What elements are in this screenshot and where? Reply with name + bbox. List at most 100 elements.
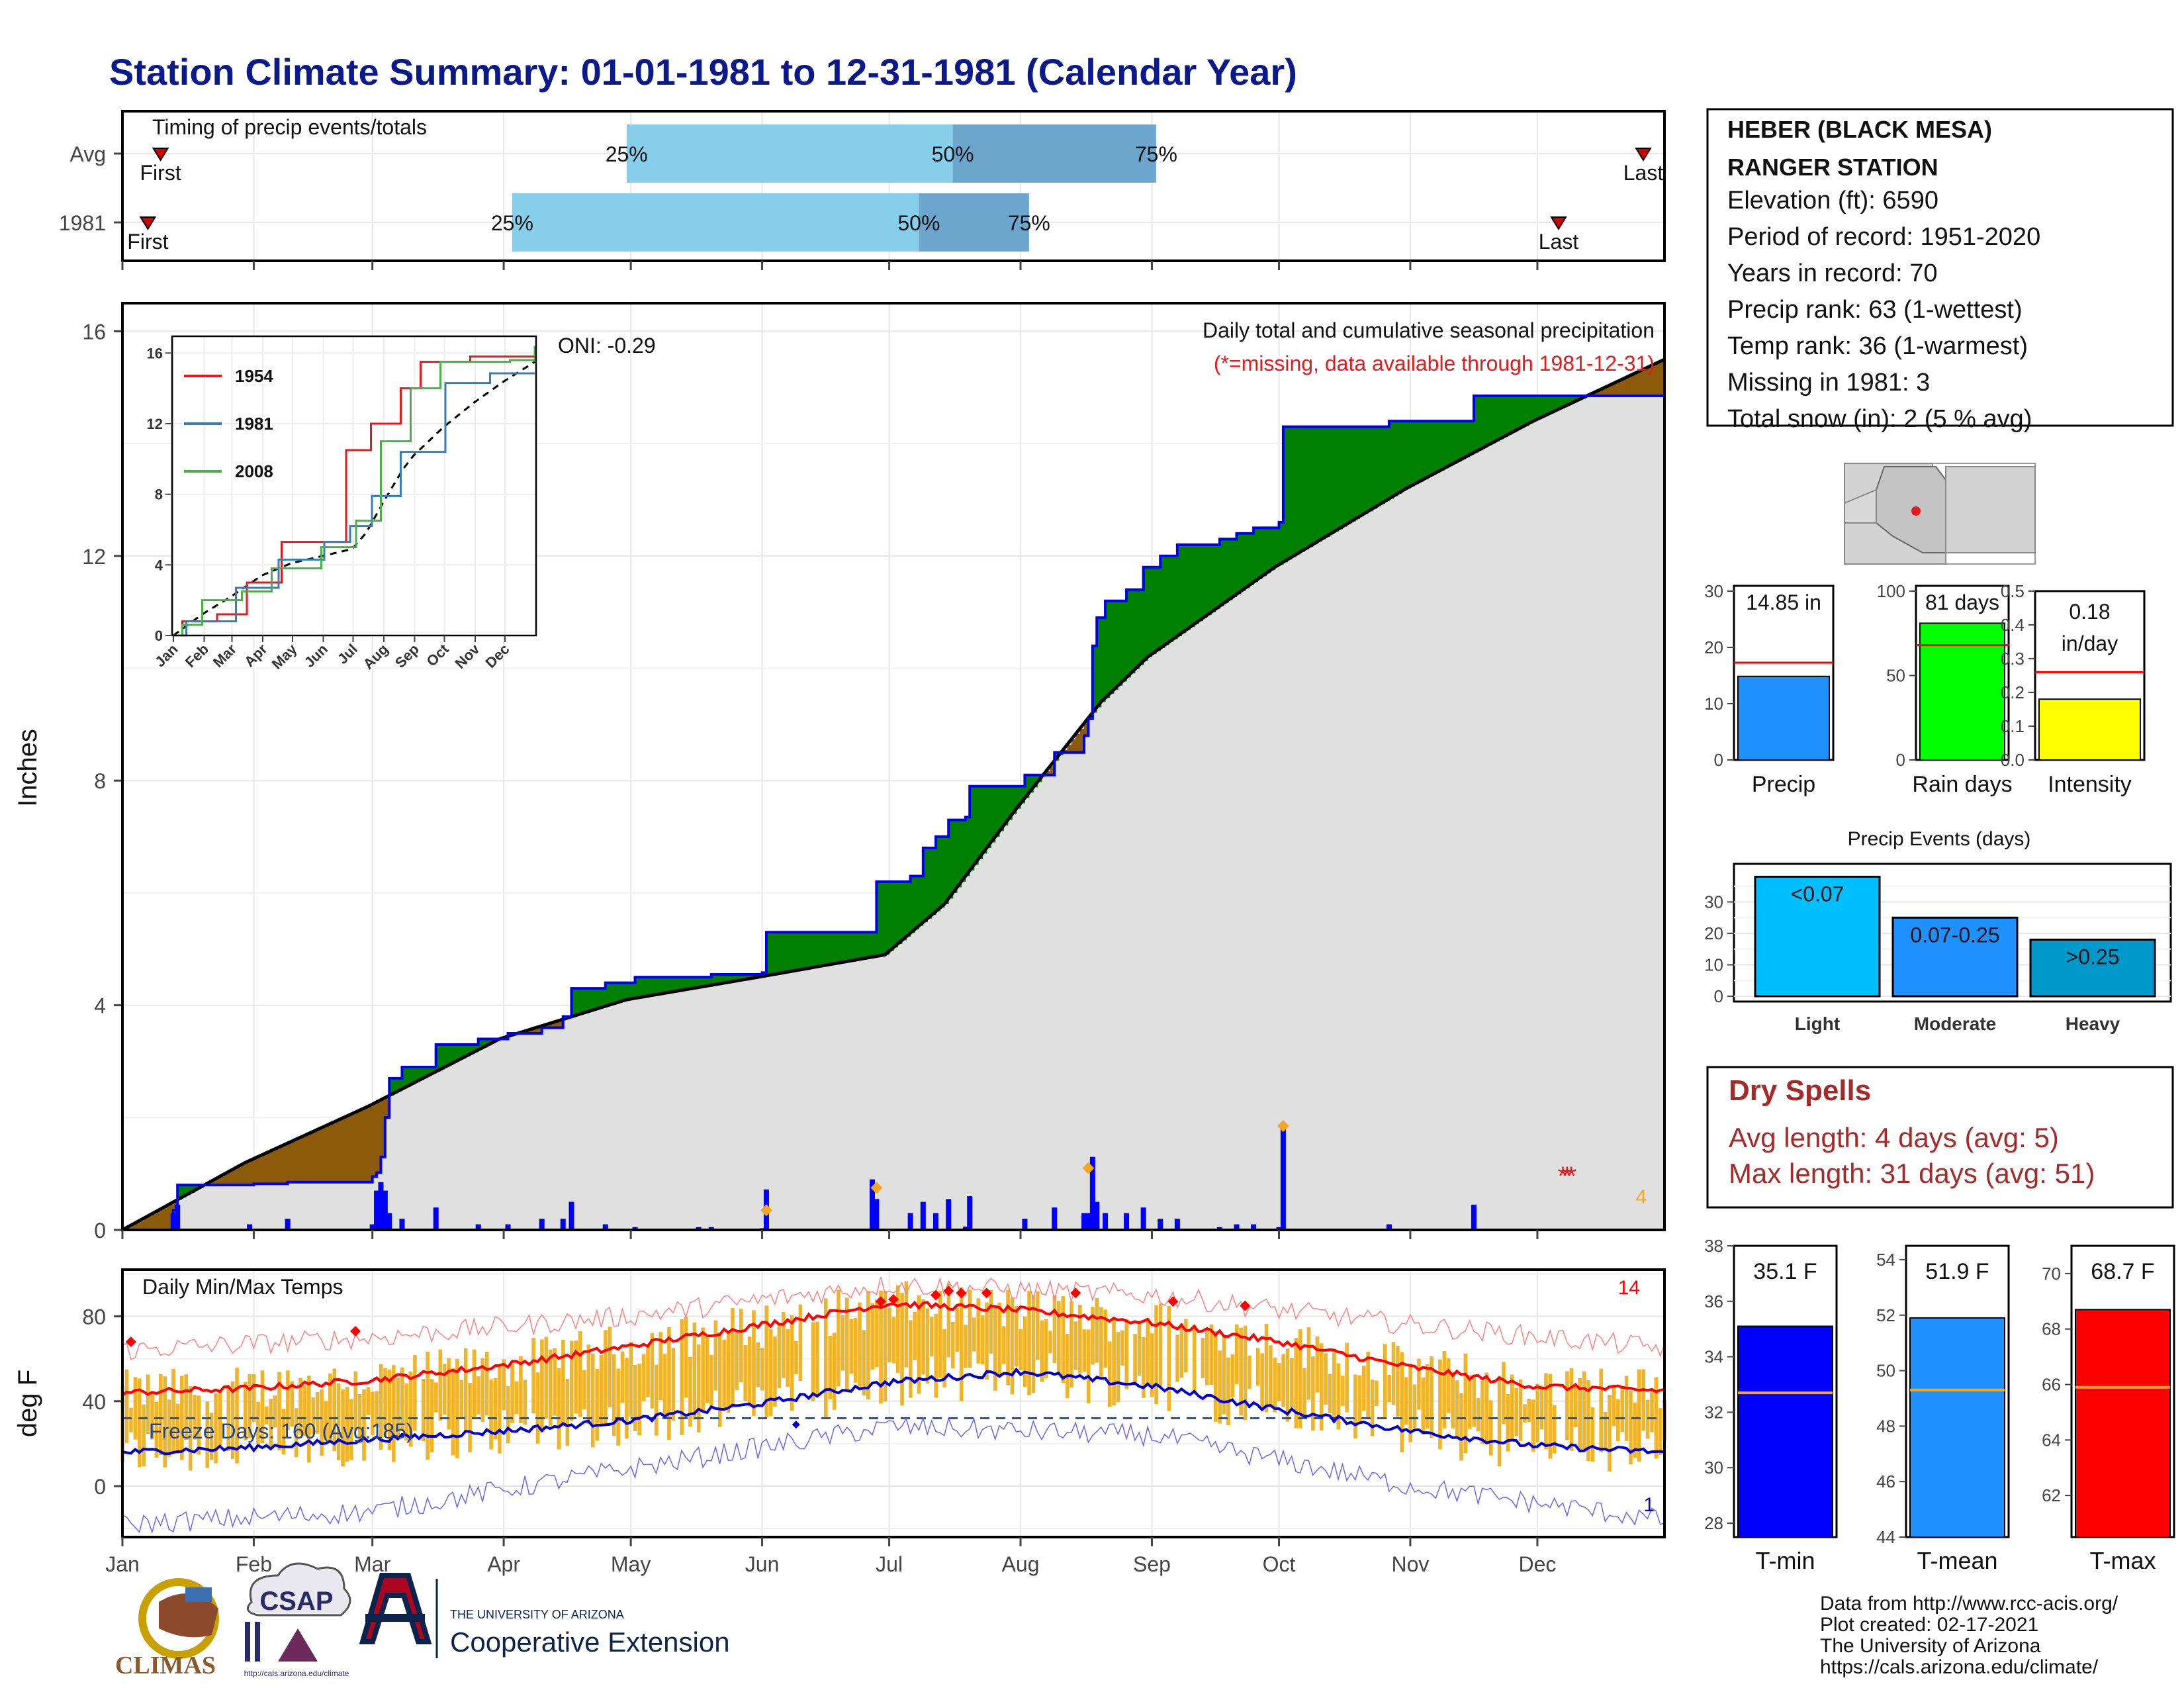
daily-temp-bar bbox=[1205, 1327, 1209, 1385]
events-bar-range: >0.25 bbox=[2066, 945, 2120, 969]
summary-value: 81 days bbox=[1925, 590, 1999, 614]
station-temp-rank: Temp rank: 36 (1-warmest) bbox=[1727, 332, 2028, 360]
surplus-area bbox=[876, 881, 882, 957]
daily-temp-bar bbox=[1658, 1408, 1662, 1456]
surplus-area bbox=[1113, 600, 1118, 690]
daily-temp-bar bbox=[472, 1349, 477, 1418]
record-high-marker bbox=[1240, 1300, 1251, 1311]
surplus-area bbox=[1516, 396, 1521, 430]
daily-temp-bar bbox=[565, 1378, 570, 1446]
daily-temp-bar bbox=[925, 1308, 930, 1384]
summary-precip: 0 10 20 30 14.85 in Precip bbox=[1704, 581, 1835, 797]
deficit-area bbox=[1621, 379, 1627, 396]
dry-title: Dry Spells bbox=[1729, 1074, 1871, 1107]
temp-ylabel: deg F bbox=[13, 1370, 42, 1437]
daily-precip-bar bbox=[382, 1190, 388, 1230]
summary-raindays: 0 50 100 81 days Rain days bbox=[1877, 581, 2013, 797]
surplus-area bbox=[1346, 426, 1351, 524]
summary-label: Rain days bbox=[1912, 772, 2012, 797]
daily-temp-bar bbox=[379, 1364, 383, 1450]
daily-temp-bar bbox=[828, 1335, 832, 1399]
daily-temp-bar bbox=[1082, 1329, 1087, 1372]
missing-day-marker: * bbox=[1558, 1162, 1569, 1191]
deficit-area bbox=[359, 1110, 365, 1182]
first-event-marker bbox=[152, 148, 169, 162]
daily-temp-bar bbox=[1044, 1319, 1048, 1379]
precip-ytick-label: 4 bbox=[94, 994, 106, 1018]
deficit-area bbox=[377, 1102, 382, 1173]
temp-summary-ytick-label: 36 bbox=[1704, 1291, 1723, 1311]
daily-temp-bar bbox=[535, 1372, 540, 1444]
daily-temp-bar bbox=[1514, 1387, 1518, 1436]
surplus-area bbox=[652, 977, 657, 996]
daily-temp-bar bbox=[1438, 1359, 1442, 1450]
daily-temp-bar bbox=[1133, 1334, 1137, 1385]
timing-bar-50-75 bbox=[919, 193, 1029, 252]
daily-temp-bar bbox=[1298, 1329, 1302, 1429]
daily-temp-bar bbox=[879, 1290, 883, 1404]
daily-temp-bar bbox=[934, 1313, 938, 1398]
deficit-area bbox=[347, 1115, 352, 1182]
temp-summary-ytick-label: 34 bbox=[1704, 1347, 1723, 1367]
daily-temp-bar bbox=[1345, 1342, 1349, 1413]
daily-temp-bar bbox=[146, 1374, 150, 1434]
temp-summary-ytick-label: 66 bbox=[2042, 1375, 2061, 1395]
daily-temp-bar bbox=[540, 1339, 544, 1433]
daily-temp-bar bbox=[1353, 1374, 1357, 1438]
daily-temp-bar bbox=[823, 1298, 828, 1418]
daily-temp-bar bbox=[1527, 1398, 1531, 1423]
surplus-area bbox=[423, 1066, 428, 1078]
timing-label: Timing of precip events/totals bbox=[152, 115, 427, 139]
surplus-area bbox=[190, 1185, 195, 1193]
daily-precip-bar bbox=[1280, 1129, 1286, 1230]
surplus-area bbox=[1105, 600, 1111, 698]
daily-temp-bar bbox=[1311, 1356, 1315, 1431]
surplus-area bbox=[402, 1066, 407, 1090]
temp-summary-ytick-label: 48 bbox=[1876, 1416, 1895, 1436]
surplus-area bbox=[1211, 544, 1216, 612]
deficit-area bbox=[537, 1027, 543, 1034]
surplus-area bbox=[901, 881, 907, 941]
daily-precip-bar bbox=[1103, 1213, 1109, 1230]
surplus-area bbox=[1529, 396, 1534, 424]
deficit-area bbox=[1079, 728, 1085, 753]
deficit-area bbox=[1626, 377, 1631, 396]
surplus-area bbox=[850, 932, 856, 961]
daily-temp-bar bbox=[307, 1376, 311, 1463]
surplus-area bbox=[1363, 426, 1369, 514]
daily-temp-bar bbox=[608, 1327, 612, 1408]
deficit-area bbox=[342, 1117, 347, 1182]
daily-precip-bar bbox=[1052, 1207, 1058, 1230]
surplus-area bbox=[889, 881, 894, 951]
surplus-area bbox=[1372, 426, 1377, 509]
locator-map bbox=[1844, 463, 2036, 565]
deficit-area bbox=[385, 1098, 390, 1118]
surplus-area bbox=[635, 977, 640, 998]
surplus-area bbox=[1524, 396, 1529, 426]
csap-url: http://cals.arizona.edu/climate bbox=[244, 1669, 349, 1678]
daily-temp-bar bbox=[1387, 1374, 1391, 1403]
surplus-area bbox=[1381, 426, 1386, 504]
surplus-area bbox=[631, 982, 636, 1000]
surplus-area bbox=[1448, 421, 1453, 467]
surplus-area bbox=[1393, 421, 1398, 496]
surplus-area bbox=[592, 988, 598, 1010]
deficit-area bbox=[1050, 766, 1055, 775]
deficit-area bbox=[338, 1119, 343, 1182]
daily-temp-bar bbox=[1539, 1385, 1544, 1430]
station-precip-rank: Precip rank: 63 (1-wettest) bbox=[1727, 296, 2023, 324]
summary-value-unit: in/day bbox=[2062, 632, 2118, 655]
surplus-area bbox=[1503, 396, 1508, 437]
daily-precip-bar bbox=[1234, 1224, 1240, 1230]
daily-temp-bar bbox=[498, 1366, 502, 1454]
surplus-area bbox=[825, 932, 831, 966]
daily-temp-bar bbox=[124, 1369, 129, 1443]
daily-temp-bar bbox=[1107, 1341, 1112, 1407]
daily-temp-bar bbox=[1506, 1393, 1510, 1452]
surplus-area bbox=[1122, 600, 1127, 682]
surplus-area bbox=[1206, 544, 1212, 616]
daily-temp-bar bbox=[659, 1332, 662, 1401]
surplus-area bbox=[1550, 396, 1555, 414]
daily-temp-bar bbox=[752, 1310, 756, 1416]
daily-temp-bar bbox=[357, 1393, 362, 1442]
